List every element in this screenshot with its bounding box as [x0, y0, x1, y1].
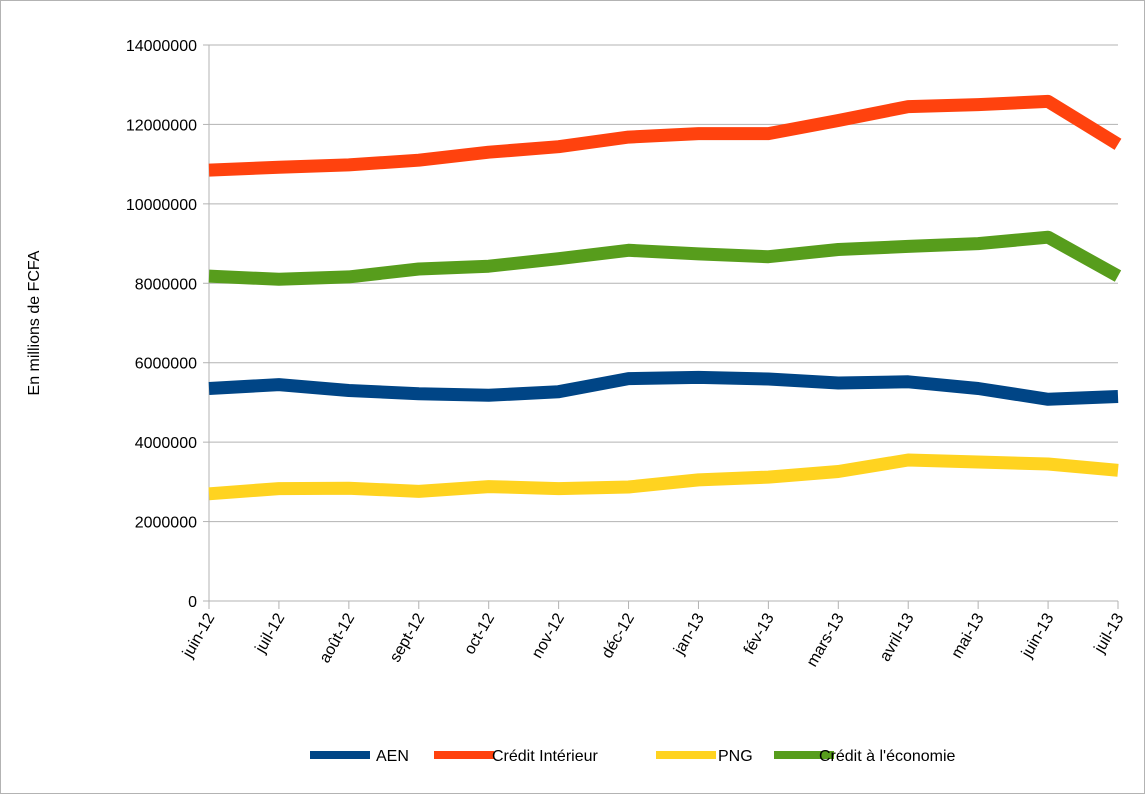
series-line-2 — [208, 453, 1119, 501]
x-tick-label: fév-13 — [741, 610, 778, 657]
x-tick-label: juin-13 — [1018, 610, 1057, 661]
x-tick-label: juin-12 — [179, 610, 218, 661]
series-line-0 — [208, 370, 1119, 406]
x-tick-label: août-12 — [316, 610, 358, 666]
legend-label-1: Crédit Intérieur — [492, 748, 598, 765]
series-line-1 — [208, 94, 1122, 177]
x-tick-label: juil-13 — [1091, 610, 1128, 656]
legend-label-2: PNG — [718, 748, 753, 765]
series-line-3 — [208, 230, 1122, 286]
x-tick-label: déc-12 — [599, 610, 638, 661]
x-tick-label: nov-12 — [529, 610, 568, 661]
legend: AEN Crédit Intérieur PNG Crédit à l'économi… — [310, 748, 956, 765]
y-tick-label: 4000000 — [135, 435, 197, 452]
y-tick-label: 6000000 — [135, 356, 197, 373]
x-tick-labels: juin-12 juil-12 août-12 sept-12 oct-12 nov-12… — [179, 610, 1127, 669]
y-tick-label: 10000000 — [126, 197, 197, 214]
gridlines — [209, 44, 1118, 602]
series-lines — [208, 94, 1122, 501]
axes — [203, 44, 1119, 609]
y-tick-label: 2000000 — [135, 515, 197, 532]
y-tick-label: 0 — [188, 594, 197, 611]
x-tick-label: juil-12 — [252, 610, 289, 656]
x-tick-label: mars-13 — [804, 610, 848, 669]
y-axis-label: En millions de FCFA — [26, 250, 43, 395]
y-tick-label: 14000000 — [126, 38, 197, 55]
y-tick-label: 8000000 — [135, 276, 197, 293]
y-tick-label: 12000000 — [126, 117, 197, 134]
legend-label-3: Crédit à l'économie — [819, 748, 956, 765]
legend-label-0: AEN — [376, 748, 409, 765]
x-tick-label: sept-12 — [387, 610, 428, 665]
x-tick-label: avril-13 — [877, 610, 918, 664]
x-tick-label: jan-13 — [670, 610, 708, 658]
y-tick-labels: 0 2000000 4000000 6000000 8000000 10000000 120… — [126, 38, 197, 611]
x-tick-label: mai-13 — [948, 610, 987, 661]
x-tick-label: oct-12 — [461, 610, 498, 657]
